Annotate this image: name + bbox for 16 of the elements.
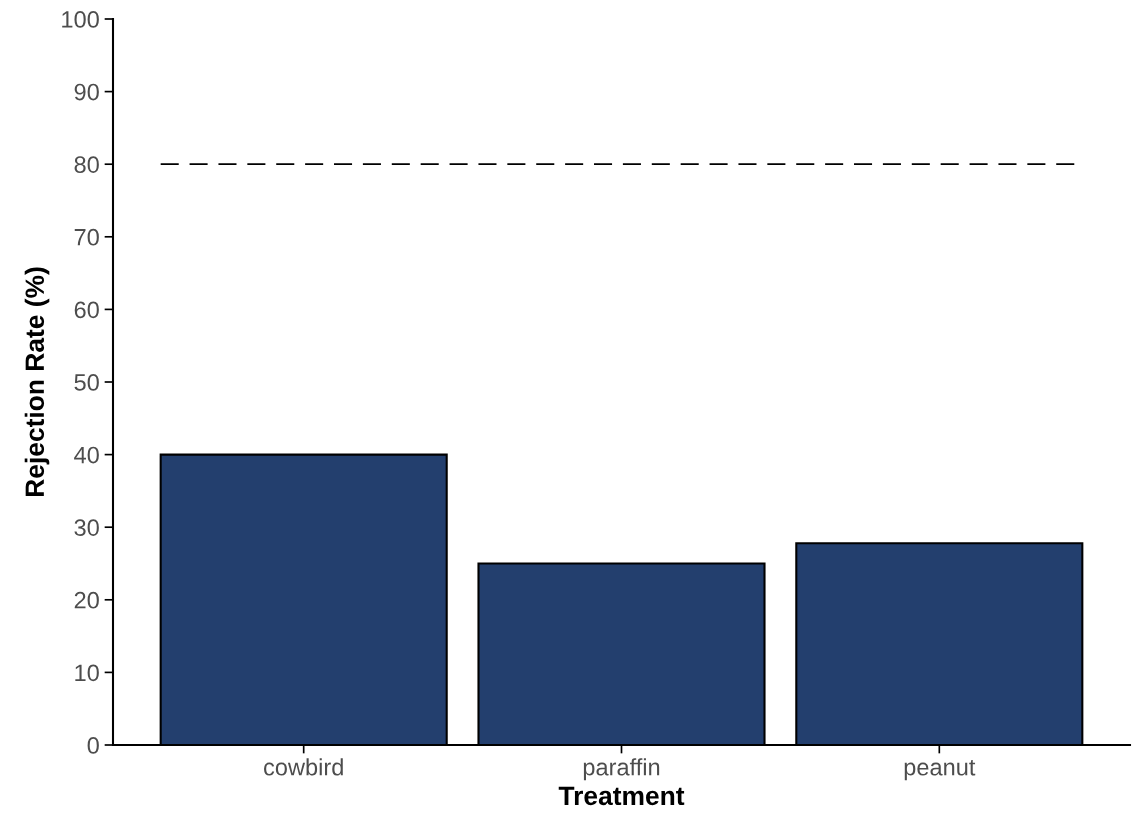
y-tick-label: 90: [74, 83, 99, 101]
y-tick-label: 60: [74, 301, 99, 319]
y-tick-label: 100: [62, 11, 99, 28]
y-tick-label: 70: [74, 228, 99, 246]
x-tick-label: peanut: [904, 760, 976, 781]
x-axis-title: Treatment: [558, 786, 685, 806]
x-tick-label: paraffin: [583, 758, 660, 781]
x-tick-label: cowbird: [264, 758, 343, 776]
y-tick-label: 30: [74, 519, 99, 536]
y-tick-label: 80: [74, 156, 99, 173]
y-tick-label: 40: [74, 446, 99, 464]
y-tick-label: 10: [75, 664, 99, 682]
y-tick-label: 50: [74, 374, 99, 391]
y-tick-label: 20: [74, 591, 99, 609]
y-axis-title: Rejection Rate (%): [24, 267, 50, 497]
y-tick-label: 0: [87, 737, 99, 754]
